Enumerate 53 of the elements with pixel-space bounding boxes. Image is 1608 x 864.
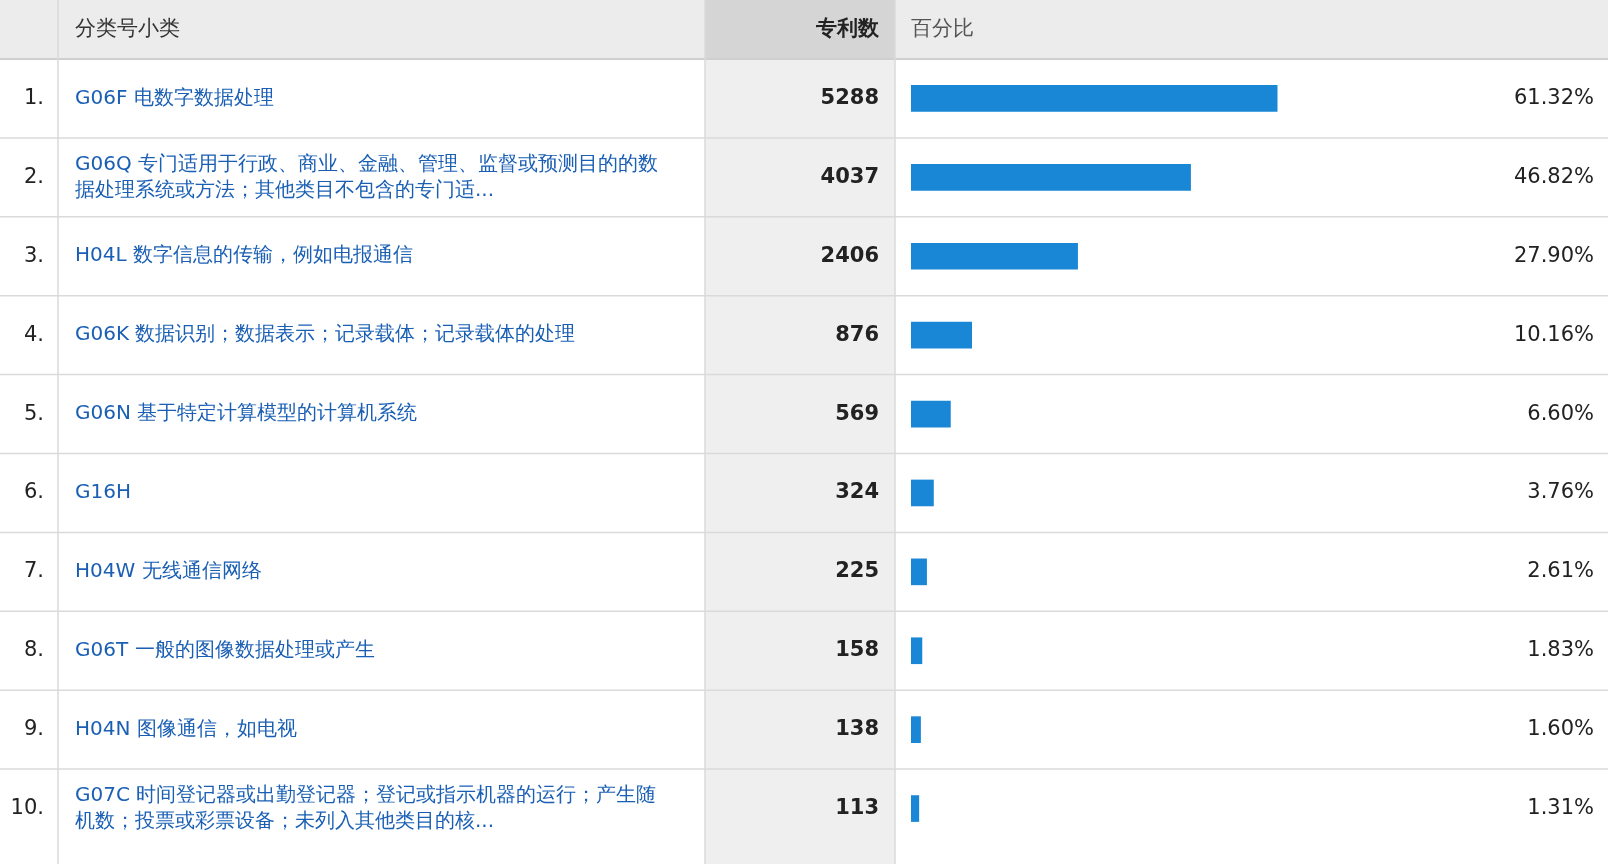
text: 113 [835,795,879,819]
text: 225 [835,558,879,583]
text: 324 [835,479,879,504]
y-tick-label: G06K 数据识别；数据表示；记录载体；记录载体的处理 [75,321,576,346]
text: 569 [835,400,879,425]
text: 1. [23,84,44,109]
bar [911,242,1078,270]
data-label: 6.60% [1527,400,1594,425]
y-tick-label: G06Q 专门适用于行政、商业、金融、管理、监督或预测目的的数据处理系统或方法；其他类目不包含的专门适... [75,150,659,201]
y-tick-label: H04W 无线通信网络 [75,558,262,583]
y-tick-label: G16H [75,479,131,504]
y-tick-label: G06T 一般的图像数据处理或产生 [75,636,375,661]
y-tick-label: G06N 基于特定计算模型的计算机系统 [75,400,418,425]
y-tick-label: H04L 数字信息的传输，例如电报通信 [75,242,413,267]
bar [911,637,923,665]
text: 10. [10,795,44,819]
bar [911,85,1278,112]
bar [911,558,927,586]
y-axis-title: 分类号小类 [75,15,180,40]
text: 5288 [820,84,879,109]
bar [911,795,920,822]
bar [911,716,921,743]
data-label: 3.76% [1527,479,1594,504]
text: 2. [23,163,44,188]
bar [911,479,934,507]
text: 876 [835,321,879,346]
y-tick-label: G06F 电数字数据处理 [75,84,274,109]
text: 专利数 [815,15,880,40]
data-label: 61.32% [1513,84,1594,109]
text: 138 [835,716,879,741]
data-label: 1.31% [1527,795,1594,819]
data-label: 27.90% [1513,242,1594,267]
text: 7. [23,558,44,583]
text: 4037 [820,163,879,188]
bar [911,400,951,428]
text: 9. [23,716,44,741]
data-label: 1.60% [1527,716,1594,741]
text: 8. [23,637,44,662]
data-label: 2.61% [1527,558,1594,583]
text: 6. [23,479,44,504]
y-tick-label: G07C 时间登记器或出勤登记器；登记或指示机器的运行；产生随机数；投票或彩票设备；未列入其他类目的核... [75,781,657,832]
text: 158 [835,637,879,662]
bar [911,321,972,349]
bar [911,164,1191,191]
text: 3. [23,242,44,267]
x-axis-title: 百分比 [911,15,974,40]
y-tick-label: H04N 图像通信，如电视 [75,715,297,740]
text: 5. [23,400,44,425]
text: 2406 [820,242,879,267]
data-label: 1.83% [1527,637,1594,662]
text: 4. [23,321,44,346]
data-label: 10.16% [1513,321,1594,346]
data-label: 46.82% [1513,163,1594,188]
